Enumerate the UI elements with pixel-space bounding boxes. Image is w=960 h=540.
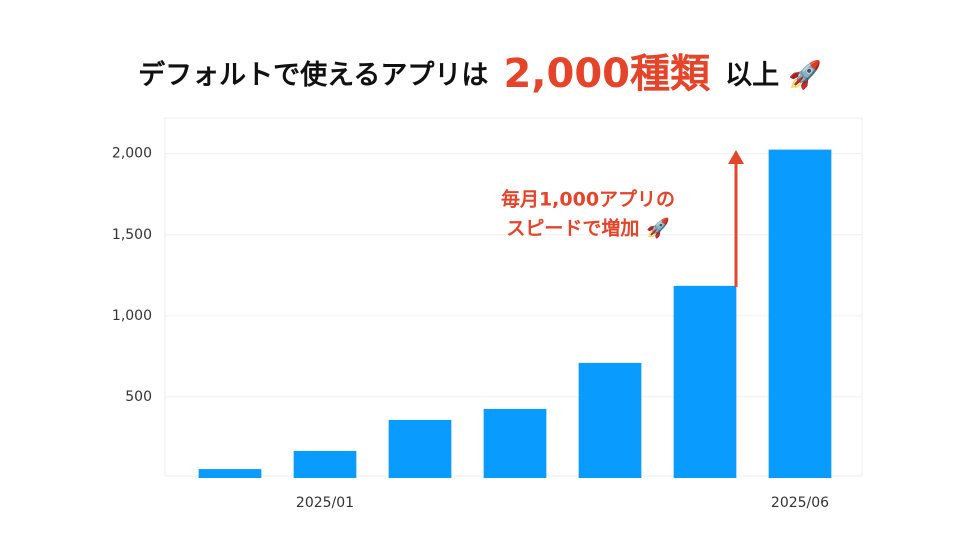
bar xyxy=(673,285,737,478)
bar xyxy=(578,362,642,478)
y-tick-label: 2,000 xyxy=(112,146,152,162)
title-emoji: 🚀 xyxy=(788,59,822,91)
title-highlight: 2,000種類 xyxy=(503,51,711,97)
bar xyxy=(483,408,547,478)
x-tick-label: 2025/06 xyxy=(771,495,829,511)
x-tick-label: 2025/01 xyxy=(296,495,354,511)
y-tick-label: 500 xyxy=(125,389,152,405)
bar xyxy=(293,450,357,478)
bar xyxy=(768,149,832,478)
title-part: デフォルトで使えるアプリは xyxy=(138,59,488,91)
annotation: 毎月1,000アプリの xyxy=(501,188,675,211)
bar xyxy=(198,469,262,478)
title-part: 以上 xyxy=(725,60,779,91)
annotation-arrowhead xyxy=(728,150,744,164)
chart-title: デフォルトで使えるアプリは 2,000種類 以上 🚀 xyxy=(138,51,822,97)
bar xyxy=(388,419,452,478)
y-tick-label: 1,000 xyxy=(112,308,152,324)
y-tick-label: 1,500 xyxy=(112,227,152,243)
annotation: スピードで増加 🚀 xyxy=(506,217,670,240)
